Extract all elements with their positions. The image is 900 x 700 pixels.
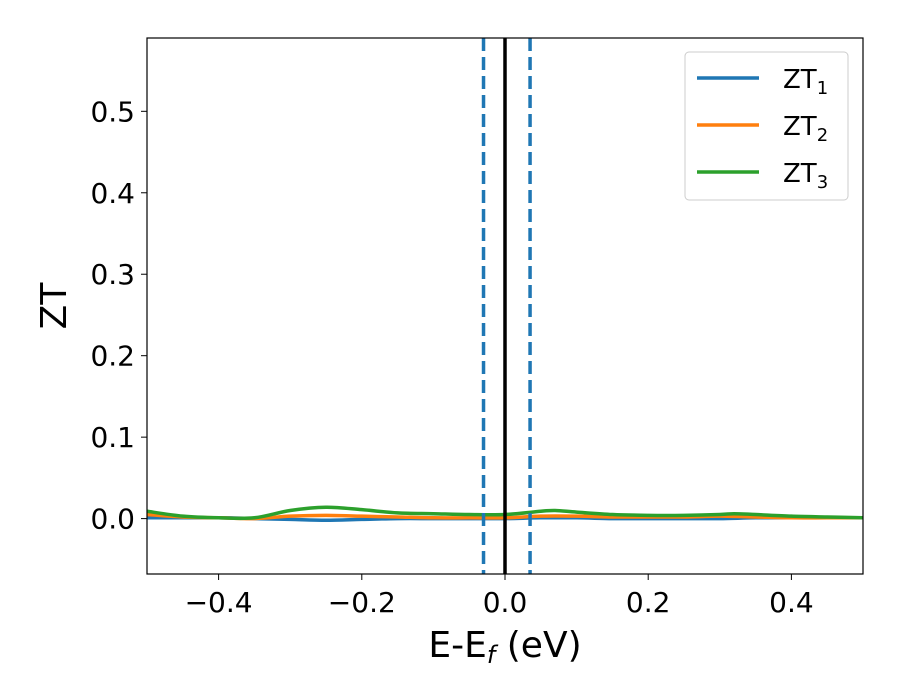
x-axis-title: E-Ef (eV): [428, 625, 581, 669]
series-line-3: [147, 505, 863, 521]
vertical-lines: [481, 38, 532, 574]
y-tick-label: 0.1: [90, 421, 135, 454]
legend-label-2: ZT2: [783, 112, 828, 146]
y-tick-label: 0.4: [90, 177, 135, 210]
y-tick-label: 0.2: [90, 340, 135, 373]
y-tick-label: 0.3: [90, 258, 135, 291]
y-tick-label: 0.0: [90, 503, 135, 536]
x-tick-label: 0.2: [626, 586, 671, 619]
legend: ZT1 ZT2 ZT3: [684, 51, 849, 201]
x-tick-label: 0.0: [483, 586, 528, 619]
x-tick-label: 0.4: [769, 586, 814, 619]
legend-label-3: ZT3: [783, 159, 828, 193]
x-tick-label: −0.4: [185, 586, 253, 619]
legend-label-1: ZT1: [783, 65, 828, 99]
x-axis: −0.4 −0.2 0.0 0.2 0.4: [185, 574, 814, 619]
y-axis-title: ZT: [34, 282, 75, 330]
legend-box: [684, 51, 849, 201]
x-tick-label: −0.2: [328, 586, 396, 619]
y-tick-label: 0.5: [90, 95, 135, 128]
y-axis: 0.0 0.1 0.2 0.3 0.4 0.5: [90, 95, 147, 536]
